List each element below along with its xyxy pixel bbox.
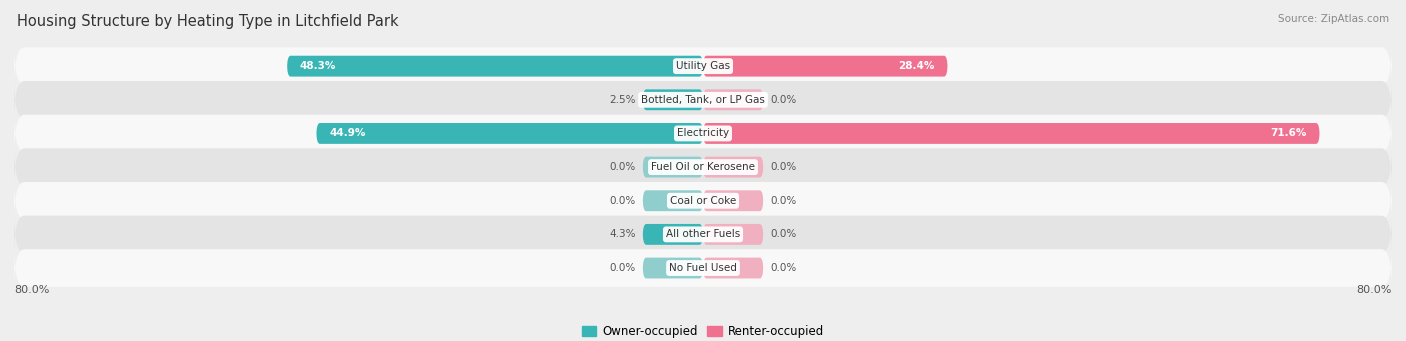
Text: 48.3%: 48.3% — [299, 61, 336, 71]
Text: 4.3%: 4.3% — [609, 229, 636, 239]
Text: Bottled, Tank, or LP Gas: Bottled, Tank, or LP Gas — [641, 95, 765, 105]
Text: 0.0%: 0.0% — [610, 196, 636, 206]
FancyBboxPatch shape — [703, 89, 763, 110]
Text: 0.0%: 0.0% — [770, 229, 796, 239]
Text: Source: ZipAtlas.com: Source: ZipAtlas.com — [1278, 14, 1389, 24]
FancyBboxPatch shape — [703, 224, 763, 245]
FancyBboxPatch shape — [14, 146, 1392, 189]
Legend: Owner-occupied, Renter-occupied: Owner-occupied, Renter-occupied — [578, 321, 828, 341]
FancyBboxPatch shape — [703, 257, 763, 279]
Text: 71.6%: 71.6% — [1270, 129, 1306, 138]
FancyBboxPatch shape — [643, 190, 703, 211]
FancyBboxPatch shape — [643, 89, 703, 110]
FancyBboxPatch shape — [643, 257, 703, 279]
FancyBboxPatch shape — [14, 247, 1392, 290]
FancyBboxPatch shape — [14, 179, 1392, 222]
Text: 0.0%: 0.0% — [770, 263, 796, 273]
FancyBboxPatch shape — [703, 190, 763, 211]
Text: 28.4%: 28.4% — [898, 61, 935, 71]
Text: Coal or Coke: Coal or Coke — [669, 196, 737, 206]
FancyBboxPatch shape — [14, 78, 1392, 121]
Text: Fuel Oil or Kerosene: Fuel Oil or Kerosene — [651, 162, 755, 172]
FancyBboxPatch shape — [14, 213, 1392, 256]
Text: Electricity: Electricity — [676, 129, 730, 138]
Text: 0.0%: 0.0% — [770, 162, 796, 172]
FancyBboxPatch shape — [643, 157, 703, 178]
Text: 0.0%: 0.0% — [770, 196, 796, 206]
FancyBboxPatch shape — [703, 56, 948, 77]
Text: Housing Structure by Heating Type in Litchfield Park: Housing Structure by Heating Type in Lit… — [17, 14, 398, 29]
Text: 0.0%: 0.0% — [610, 162, 636, 172]
Text: 0.0%: 0.0% — [770, 95, 796, 105]
FancyBboxPatch shape — [643, 224, 703, 245]
Text: 2.5%: 2.5% — [609, 95, 636, 105]
Text: 80.0%: 80.0% — [1357, 285, 1392, 295]
FancyBboxPatch shape — [316, 123, 703, 144]
FancyBboxPatch shape — [14, 45, 1392, 88]
Text: 80.0%: 80.0% — [14, 285, 49, 295]
Text: 0.0%: 0.0% — [610, 263, 636, 273]
Text: No Fuel Used: No Fuel Used — [669, 263, 737, 273]
FancyBboxPatch shape — [287, 56, 703, 77]
Text: All other Fuels: All other Fuels — [666, 229, 740, 239]
FancyBboxPatch shape — [14, 112, 1392, 155]
FancyBboxPatch shape — [703, 123, 1320, 144]
Text: Utility Gas: Utility Gas — [676, 61, 730, 71]
Text: 44.9%: 44.9% — [329, 129, 366, 138]
FancyBboxPatch shape — [703, 157, 763, 178]
